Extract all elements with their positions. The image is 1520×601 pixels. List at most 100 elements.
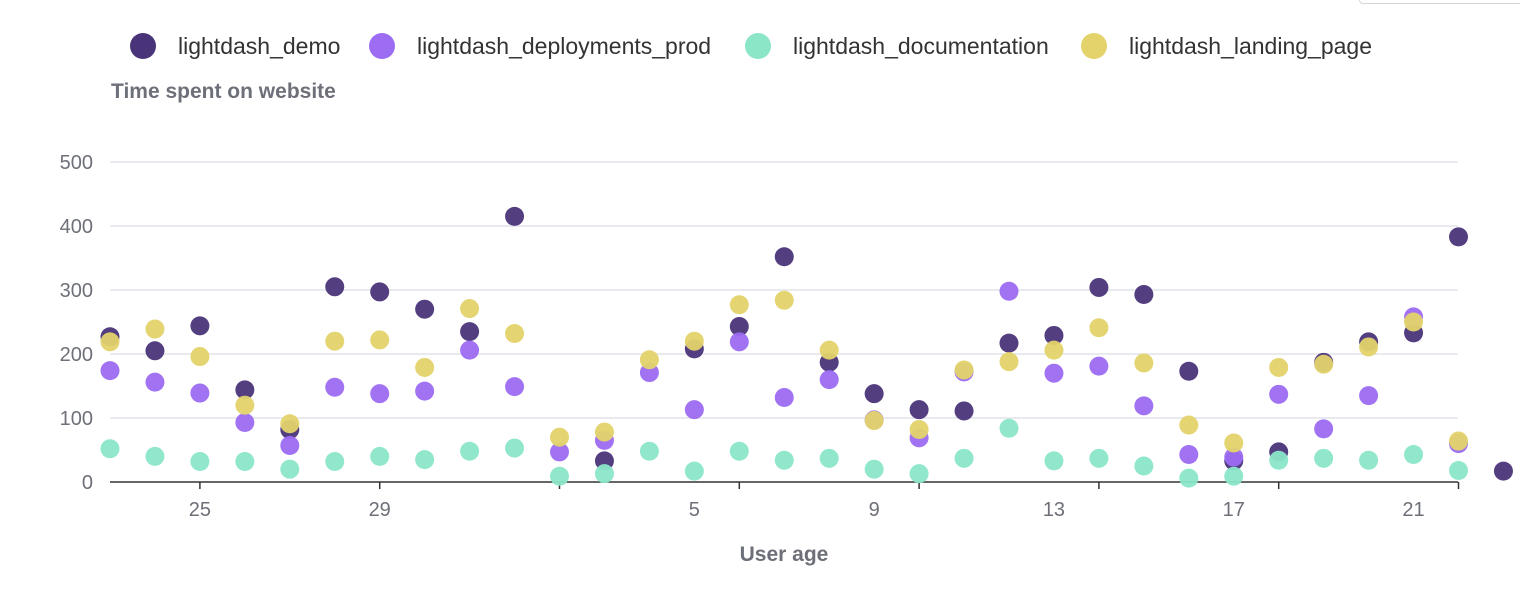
point-lightdash_landing_page-17[interactable] bbox=[864, 411, 884, 431]
point-lightdash_demo-20[interactable] bbox=[999, 333, 1019, 353]
point-lightdash_documentation-10[interactable] bbox=[550, 466, 569, 486]
legend-marker-lightdash_landing_page[interactable] bbox=[1081, 33, 1107, 59]
point-lightdash_landing_page-29[interactable] bbox=[1404, 312, 1424, 332]
point-lightdash_documentation-19[interactable] bbox=[954, 448, 974, 468]
point-lightdash_documentation-25[interactable] bbox=[1224, 466, 1244, 486]
point-lightdash_documentation-29[interactable] bbox=[1404, 444, 1424, 464]
point-lightdash_demo-19[interactable] bbox=[954, 401, 974, 421]
point-lightdash_landing_page-1[interactable] bbox=[145, 319, 165, 339]
point-lightdash_demo-23[interactable] bbox=[1134, 284, 1154, 304]
point-lightdash_demo-3[interactable] bbox=[235, 380, 255, 400]
legend-marker-lightdash_documentation[interactable] bbox=[745, 33, 771, 59]
point-lightdash_landing_page-21[interactable] bbox=[1044, 340, 1064, 360]
point-lightdash_documentation-30[interactable] bbox=[1449, 460, 1468, 480]
point-lightdash_demo-17[interactable] bbox=[864, 384, 884, 404]
point-lightdash_deployments_prod-26[interactable] bbox=[1269, 384, 1289, 404]
point-lightdash_landing_page-10[interactable] bbox=[550, 427, 569, 447]
point-lightdash_documentation-12[interactable] bbox=[639, 441, 659, 461]
point-lightdash_demo-18[interactable] bbox=[909, 400, 929, 420]
point-lightdash_deployments_prod-5[interactable] bbox=[325, 377, 345, 397]
point-lightdash_documentation-11[interactable] bbox=[594, 464, 614, 484]
point-lightdash_documentation-23[interactable] bbox=[1134, 456, 1154, 476]
point-lightdash_deployments_prod-1[interactable] bbox=[145, 372, 165, 392]
point-lightdash_documentation-1[interactable] bbox=[145, 446, 165, 466]
legend-label-lightdash_documentation[interactable]: lightdash_documentation bbox=[793, 33, 1049, 59]
point-lightdash_landing_page-26[interactable] bbox=[1269, 357, 1289, 377]
point-lightdash_deployments_prod-24[interactable] bbox=[1179, 444, 1199, 464]
point-lightdash_documentation-28[interactable] bbox=[1359, 450, 1379, 470]
point-lightdash_documentation-22[interactable] bbox=[1089, 448, 1109, 468]
point-lightdash_documentation-0[interactable] bbox=[100, 439, 120, 459]
point-lightdash_deployments_prod-3[interactable] bbox=[235, 412, 255, 432]
point-lightdash_deployments_prod-15[interactable] bbox=[774, 388, 794, 408]
point-lightdash_documentation-2[interactable] bbox=[190, 452, 210, 472]
legend-label-lightdash_deployments_prod[interactable]: lightdash_deployments_prod bbox=[417, 33, 711, 59]
point-lightdash_documentation-26[interactable] bbox=[1269, 450, 1289, 470]
legend-marker-lightdash_deployments_prod[interactable] bbox=[369, 33, 395, 59]
point-lightdash_demo-21[interactable] bbox=[1044, 325, 1064, 345]
point-lightdash_landing_page-4[interactable] bbox=[280, 414, 300, 434]
point-lightdash_documentation-16[interactable] bbox=[819, 448, 839, 468]
point-lightdash_landing_page-30[interactable] bbox=[1449, 431, 1468, 451]
point-lightdash_documentation-24[interactable] bbox=[1179, 468, 1199, 488]
point-lightdash_documentation-21[interactable] bbox=[1044, 451, 1064, 471]
point-lightdash_demo-22[interactable] bbox=[1089, 277, 1109, 297]
point-lightdash_documentation-7[interactable] bbox=[415, 450, 435, 470]
point-lightdash_demo-31[interactable] bbox=[1493, 461, 1513, 481]
point-lightdash_deployments_prod-27[interactable] bbox=[1314, 419, 1334, 439]
point-lightdash_landing_page-12[interactable] bbox=[639, 350, 659, 370]
point-lightdash_landing_page-18[interactable] bbox=[909, 420, 929, 440]
point-lightdash_landing_page-23[interactable] bbox=[1134, 353, 1154, 373]
point-lightdash_documentation-9[interactable] bbox=[505, 438, 525, 458]
point-lightdash_documentation-18[interactable] bbox=[909, 464, 929, 484]
point-lightdash_landing_page-8[interactable] bbox=[460, 299, 480, 319]
point-lightdash_landing_page-27[interactable] bbox=[1314, 354, 1334, 374]
point-lightdash_demo-7[interactable] bbox=[415, 299, 435, 319]
point-lightdash_deployments_prod-6[interactable] bbox=[370, 384, 390, 404]
point-lightdash_demo-2[interactable] bbox=[190, 316, 210, 336]
point-lightdash_demo-8[interactable] bbox=[460, 322, 480, 342]
point-lightdash_landing_page-5[interactable] bbox=[325, 331, 345, 351]
point-lightdash_landing_page-20[interactable] bbox=[999, 352, 1019, 372]
legend-marker-lightdash_demo[interactable] bbox=[130, 33, 156, 59]
point-lightdash_documentation-4[interactable] bbox=[280, 459, 300, 479]
point-lightdash_landing_page-22[interactable] bbox=[1089, 318, 1109, 338]
point-lightdash_documentation-8[interactable] bbox=[460, 441, 480, 461]
point-lightdash_landing_page-28[interactable] bbox=[1359, 337, 1379, 357]
point-lightdash_landing_page-2[interactable] bbox=[190, 347, 210, 367]
legend-label-lightdash_landing_page[interactable]: lightdash_landing_page bbox=[1129, 33, 1372, 59]
point-lightdash_demo-14[interactable] bbox=[729, 316, 749, 336]
point-lightdash_deployments_prod-20[interactable] bbox=[999, 281, 1019, 301]
point-lightdash_documentation-13[interactable] bbox=[684, 461, 704, 481]
point-lightdash_deployments_prod-22[interactable] bbox=[1089, 356, 1109, 376]
point-lightdash_deployments_prod-28[interactable] bbox=[1359, 386, 1379, 406]
point-lightdash_landing_page-3[interactable] bbox=[235, 395, 255, 415]
point-lightdash_deployments_prod-16[interactable] bbox=[819, 370, 839, 390]
point-lightdash_deployments_prod-2[interactable] bbox=[190, 383, 210, 403]
point-lightdash_deployments_prod-25[interactable] bbox=[1224, 447, 1244, 467]
point-lightdash_documentation-14[interactable] bbox=[729, 441, 749, 461]
point-lightdash_landing_page-25[interactable] bbox=[1224, 433, 1244, 453]
point-lightdash_documentation-20[interactable] bbox=[999, 418, 1019, 438]
point-lightdash_documentation-17[interactable] bbox=[864, 459, 884, 479]
point-lightdash_landing_page-13[interactable] bbox=[684, 331, 704, 351]
point-lightdash_landing_page-6[interactable] bbox=[370, 330, 390, 350]
point-lightdash_landing_page-16[interactable] bbox=[819, 340, 839, 360]
point-lightdash_landing_page-24[interactable] bbox=[1179, 415, 1199, 435]
point-lightdash_demo-15[interactable] bbox=[774, 247, 794, 267]
point-lightdash_landing_page-19[interactable] bbox=[954, 360, 974, 380]
point-lightdash_landing_page-0[interactable] bbox=[100, 332, 120, 352]
point-lightdash_landing_page-9[interactable] bbox=[505, 324, 525, 344]
point-lightdash_landing_page-11[interactable] bbox=[594, 422, 614, 442]
legend-label-lightdash_demo[interactable]: lightdash_demo bbox=[178, 33, 340, 59]
point-lightdash_demo-1[interactable] bbox=[145, 341, 165, 361]
point-lightdash_deployments_prod-9[interactable] bbox=[505, 377, 525, 397]
point-lightdash_demo-6[interactable] bbox=[370, 282, 390, 302]
point-lightdash_deployments_prod-21[interactable] bbox=[1044, 363, 1064, 383]
point-lightdash_documentation-27[interactable] bbox=[1314, 448, 1334, 468]
point-lightdash_deployments_prod-8[interactable] bbox=[460, 340, 480, 360]
point-lightdash_deployments_prod-23[interactable] bbox=[1134, 396, 1154, 416]
point-lightdash_deployments_prod-10[interactable] bbox=[550, 442, 569, 462]
point-lightdash_documentation-5[interactable] bbox=[325, 452, 345, 472]
point-lightdash_documentation-15[interactable] bbox=[774, 450, 794, 470]
